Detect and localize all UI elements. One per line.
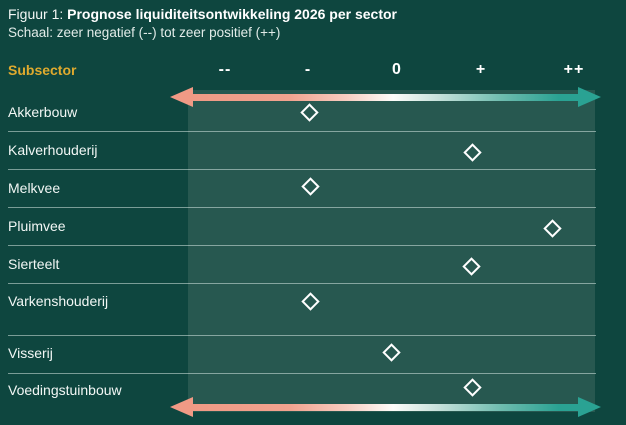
row-separator [8, 335, 596, 336]
arrow-right-head-icon [578, 397, 601, 417]
arrow-right-head-icon [578, 87, 601, 107]
row-separator [8, 283, 596, 284]
figure-caption-title: Prognose liquiditeitsontwikkeling 2026 p… [67, 6, 398, 22]
scale-label-zero: 0 [392, 61, 402, 78]
scale-arrow-top [170, 86, 601, 108]
arrow-gradient-body [193, 93, 578, 101]
arrow-gradient-body [193, 403, 578, 411]
figure-subtitle: Schaal: zeer negatief (--) tot zeer posi… [8, 25, 281, 40]
row-separator [8, 207, 596, 208]
figure-caption-prefix: Figuur 1: [8, 6, 68, 22]
scale-label-plus: + [475, 61, 487, 78]
arrow-left-head-icon [170, 87, 193, 107]
row-label-melkvee: Melkvee [8, 180, 61, 196]
row-separator [8, 373, 596, 374]
row-label-sierteelt: Sierteelt [8, 256, 60, 272]
scale-label-minus-minus: -- [218, 61, 232, 78]
scale-label-minus: - [304, 61, 312, 78]
row-label-kalverhouderij: Kalverhouderij [8, 142, 98, 158]
figure-caption: Figuur 1: Prognose liquiditeitsontwikkel… [8, 5, 397, 24]
row-label-varkenshouderij: Varkenshouderij [8, 293, 109, 309]
scale-arrow-bottom [170, 396, 601, 418]
row-label-visserij: Visserij [8, 345, 53, 361]
scale-label-plus-plus: ++ [563, 61, 585, 78]
plot-area [188, 90, 595, 412]
row-separator [8, 131, 596, 132]
row-label-voedingstuinbouw: Voedingstuinbouw [8, 382, 122, 398]
row-separator [8, 169, 596, 170]
row-separator [8, 245, 596, 246]
arrow-left-head-icon [170, 397, 193, 417]
column-header-subsector: Subsector [8, 62, 77, 78]
row-label-pluimvee: Pluimvee [8, 218, 66, 234]
row-label-akkerbouw: Akkerbouw [8, 104, 78, 120]
